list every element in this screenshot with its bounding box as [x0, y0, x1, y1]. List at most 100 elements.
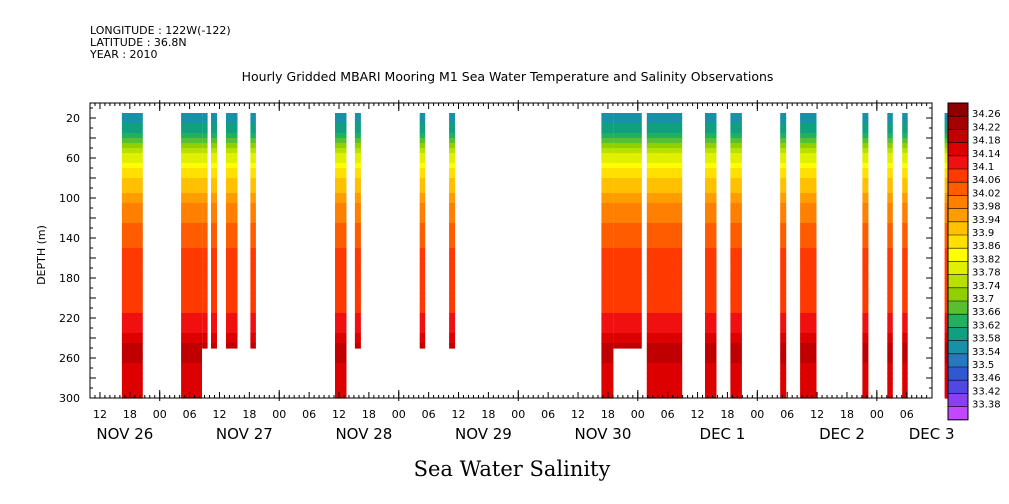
colorbar-label: 33.42 [972, 386, 1001, 397]
colorbar: 34.26 34.22 34.18 34.14 34.1 34.06 34.02 33.98 3… [947, 102, 1001, 421]
x-date-label: NOV 29 [455, 425, 512, 443]
colorbar-swatch [948, 116, 968, 130]
salinity-profile-segment [862, 113, 869, 399]
x-tick-label: 00 [392, 408, 406, 421]
salinity-profile-segment [226, 113, 238, 349]
x-date-label: NOV 30 [574, 425, 631, 443]
colorbar-label: 34.26 [972, 109, 1001, 120]
longitude-label: LONGITUDE : 122W(-122) [90, 24, 231, 37]
colorbar-swatch [948, 142, 968, 157]
salinity-profile-segment [121, 113, 143, 399]
y-tick-label: 140 [59, 232, 80, 245]
axes: 12 18 00 06 12 18 00 06 12 18 00 06 12 18 00 06 12 18 00 06… [59, 100, 955, 443]
salinity-profile-segment [601, 113, 614, 399]
colorbar-label: 34.18 [972, 136, 1001, 147]
salinity-profile-segment [419, 113, 426, 349]
salinity-profile-segment [887, 113, 893, 399]
colorbar-swatch [948, 340, 968, 355]
x-tick-label: 12 [810, 408, 824, 421]
x-tick-label: 18 [242, 408, 256, 421]
x-tick-label: 18 [840, 408, 854, 421]
x-tick-label: 06 [541, 408, 555, 421]
colorbar-label: 34.1 [972, 162, 994, 173]
colorbar-swatch [948, 182, 968, 196]
salinity-profile-segment [613, 113, 642, 349]
x-date-label: DEC 3 [909, 425, 955, 443]
colorbar-label: 33.58 [972, 334, 1001, 345]
colorbar-swatch [948, 261, 968, 275]
salinity-profile-segment [211, 113, 217, 349]
x-date-label: NOV 27 [216, 425, 273, 443]
colorbar-label: 33.54 [972, 347, 1001, 358]
year-label: YEAR : 2010 [90, 48, 158, 61]
latitude-label: LATITUDE : 36.8N [90, 36, 187, 49]
colorbar-label: 33.66 [972, 307, 1001, 318]
x-tick-label: 06 [183, 408, 197, 421]
y-tick-label: 60 [66, 152, 80, 165]
x-tick-label: 18 [123, 408, 137, 421]
colorbar-label: 33.38 [972, 400, 1001, 411]
colorbar-swatch [948, 248, 968, 262]
salinity-profile-segment [354, 113, 361, 349]
salinity-profile-segment [705, 113, 717, 399]
colorbar-swatch [948, 353, 968, 368]
salinity-profile-segment [335, 113, 347, 399]
y-tick-label: 180 [59, 272, 80, 285]
x-tick-label: 12 [332, 408, 346, 421]
x-tick-label: 00 [272, 408, 286, 421]
colorbar-swatch [948, 327, 968, 341]
x-date-label: NOV 26 [96, 425, 153, 443]
salinity-profile-segment [449, 113, 456, 349]
salinity-profile-segment [780, 113, 787, 399]
colorbar-swatch [948, 287, 968, 302]
x-tick-label: 00 [870, 408, 884, 421]
colorbar-label: 34.06 [972, 175, 1001, 186]
x-tick-label: 12 [571, 408, 585, 421]
x-tick-label: 18 [362, 408, 376, 421]
x-tick-label: 06 [302, 408, 316, 421]
colorbar-swatch [948, 221, 968, 236]
colorbar-label: 33.9 [972, 228, 994, 239]
x-tick-label: 06 [661, 408, 675, 421]
salinity-profile-segment [730, 113, 742, 399]
colorbar-label: 33.98 [972, 202, 1001, 213]
colorbar-swatch [948, 155, 968, 170]
y-tick-label: 20 [66, 112, 80, 125]
salinity-profile-segment [800, 113, 817, 399]
colorbar-swatch [948, 380, 968, 394]
colorbar-label: 33.7 [972, 294, 994, 305]
y-tick-label: 260 [59, 352, 80, 365]
x-tick-label: 00 [750, 408, 764, 421]
data-layer [121, 113, 962, 399]
x-tick-label: 12 [691, 408, 705, 421]
salinity-profile-segment [202, 113, 208, 349]
colorbar-swatch [948, 314, 968, 328]
x-date-label: DEC 2 [819, 425, 865, 443]
colorbar-swatch [948, 103, 968, 117]
colorbar-swatch [948, 393, 968, 407]
colorbar-label: 34.02 [972, 188, 1001, 199]
colorbar-label: 33.86 [972, 241, 1001, 252]
plot-frame [89, 102, 933, 399]
x-tick-label: 00 [153, 408, 167, 421]
colorbar-swatch [948, 367, 968, 381]
x-tick-label: 18 [601, 408, 615, 421]
colorbar-label: 33.94 [972, 215, 1001, 226]
x-date-label: DEC 1 [700, 425, 746, 443]
x-axis-label: Sea Water Salinity [414, 457, 611, 481]
colorbar-label: 33.46 [972, 373, 1001, 384]
colorbar-label: 33.5 [972, 360, 994, 371]
x-tick-label: 06 [422, 408, 436, 421]
y-axis-label: DEPTH (m) [35, 225, 48, 285]
colorbar-label: 33.78 [972, 268, 1001, 279]
colorbar-swatch [948, 235, 968, 249]
x-tick-label: 12 [93, 408, 107, 421]
y-tick-label: 220 [59, 312, 80, 325]
y-tick-label: 300 [59, 392, 80, 405]
chart-title: Hourly Gridded MBARI Mooring M1 Sea Wate… [241, 69, 774, 84]
salinity-profile-segment [902, 113, 908, 399]
x-tick-label: 18 [481, 408, 495, 421]
colorbar-label: 34.14 [972, 149, 1001, 160]
colorbar-swatch [948, 301, 968, 315]
colorbar-label: 33.82 [972, 254, 1001, 265]
